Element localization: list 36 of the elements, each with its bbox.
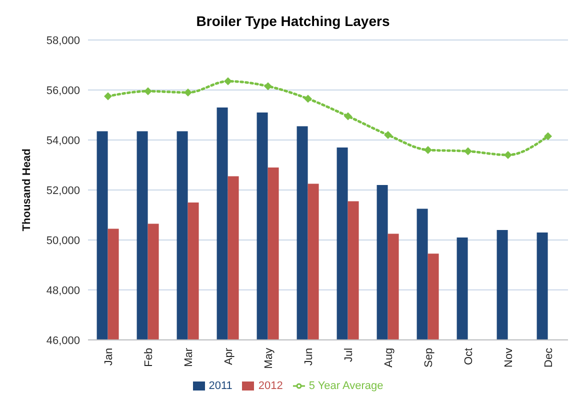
y-tick-label: 46,000 bbox=[46, 334, 80, 347]
point bbox=[424, 146, 432, 154]
x-tick-label: Mar bbox=[182, 348, 195, 367]
point bbox=[184, 88, 192, 96]
x-tick-label: Sep bbox=[422, 348, 435, 368]
x-tick-label: Nov bbox=[502, 347, 515, 368]
point bbox=[144, 87, 152, 96]
x-tick-label: Jul bbox=[342, 348, 355, 362]
x-tick-label: Feb bbox=[142, 348, 155, 367]
x-tick-label: May bbox=[262, 347, 275, 369]
y-tick-label: 52,000 bbox=[46, 184, 80, 197]
point bbox=[104, 92, 112, 100]
legend-label: 2012 bbox=[258, 380, 283, 392]
x-tick-label: Oct bbox=[462, 348, 475, 366]
y-tick-label: 50,000 bbox=[46, 234, 80, 247]
point bbox=[504, 150, 512, 159]
legend-label: 5 Year Average bbox=[308, 380, 384, 392]
x-tick-label: Jan bbox=[102, 348, 115, 366]
x-tick-label: Jun bbox=[302, 348, 315, 366]
legend-label: 2011 bbox=[208, 380, 232, 392]
point bbox=[224, 77, 232, 86]
y-tick-label: 56,000 bbox=[46, 84, 80, 97]
point bbox=[544, 132, 552, 140]
point bbox=[464, 147, 472, 156]
y-tick-label: 54,000 bbox=[46, 134, 80, 147]
point bbox=[264, 82, 272, 90]
y-axis-title: Thousand Head bbox=[20, 148, 33, 232]
chart-title: Broiler Type Hatching Layers bbox=[195, 12, 391, 31]
x-tick-label: Dec bbox=[542, 347, 555, 368]
x-tick-label: Apr bbox=[222, 348, 235, 366]
point bbox=[344, 112, 352, 120]
point bbox=[304, 94, 312, 103]
x-tick-label: Aug bbox=[382, 348, 395, 368]
y-tick-label: 58,000 bbox=[46, 34, 80, 47]
y-tick-label: 48,000 bbox=[46, 284, 80, 297]
point bbox=[384, 130, 392, 139]
